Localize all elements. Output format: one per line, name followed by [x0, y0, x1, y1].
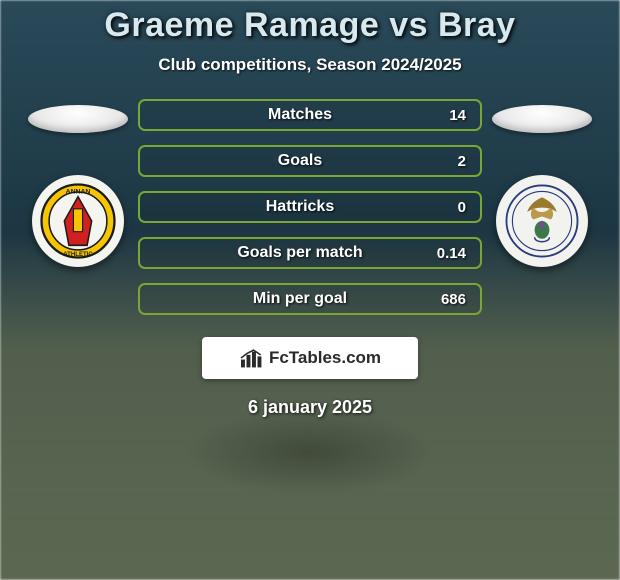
- left-player-column: ANNAN ATHLETIC: [18, 99, 138, 267]
- stat-label: Hattricks: [192, 198, 408, 216]
- subtitle: Club competitions, Season 2024/2025: [0, 55, 620, 75]
- club-badge-right: [496, 175, 588, 267]
- stat-right-value: 0: [408, 199, 466, 216]
- bar-chart-icon: [239, 347, 265, 369]
- svg-text:ANNAN: ANNAN: [66, 189, 91, 196]
- stat-bars: Matches 14 Goals 2 Hattricks 0 Goals per…: [138, 99, 482, 315]
- stats-area: ANNAN ATHLETIC Matches 14 Goals 2 Hattri…: [0, 99, 620, 315]
- stat-right-value: 0.14: [408, 245, 466, 262]
- inverness-ct-crest-icon: [505, 184, 579, 258]
- club-badge-left: ANNAN ATHLETIC: [32, 175, 124, 267]
- stat-bar-matches: Matches 14: [138, 99, 482, 131]
- stat-label: Goals per match: [192, 244, 408, 262]
- svg-text:ATHLETIC: ATHLETIC: [63, 251, 93, 258]
- stat-bar-hattricks: Hattricks 0: [138, 191, 482, 223]
- player-head-placeholder-left: [28, 105, 128, 133]
- stat-right-value: 14: [408, 107, 466, 124]
- stat-label: Matches: [192, 106, 408, 124]
- right-player-column: [482, 99, 602, 267]
- content-wrapper: Graeme Ramage vs Bray Club competitions,…: [0, 0, 620, 418]
- stat-label: Min per goal: [192, 290, 408, 308]
- branding-box[interactable]: FcTables.com: [202, 337, 418, 379]
- stat-bar-goals: Goals 2: [138, 145, 482, 177]
- page-title: Graeme Ramage vs Bray: [0, 6, 620, 45]
- brand-text: FcTables.com: [269, 348, 381, 368]
- stat-label: Goals: [192, 152, 408, 170]
- date-line: 6 january 2025: [0, 397, 620, 418]
- player-head-placeholder-right: [492, 105, 592, 133]
- stat-right-value: 2: [408, 153, 466, 170]
- stat-right-value: 686: [408, 291, 466, 308]
- annan-athletic-crest-icon: ANNAN ATHLETIC: [40, 183, 116, 259]
- stat-bar-min-per-goal: Min per goal 686: [138, 283, 482, 315]
- stat-bar-goals-per-match: Goals per match 0.14: [138, 237, 482, 269]
